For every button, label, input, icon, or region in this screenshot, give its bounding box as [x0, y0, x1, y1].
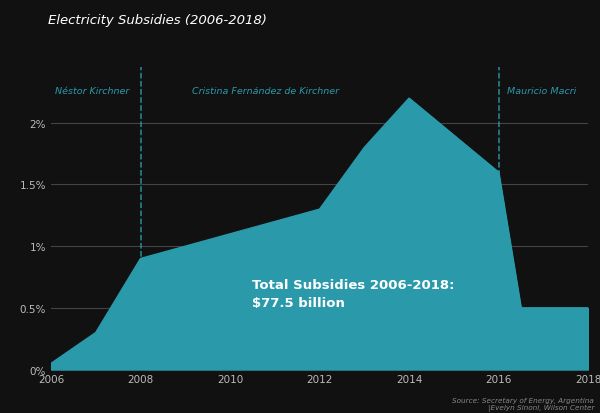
Text: Source: Secretary of Energy, Argentina
|Evelyn Sinoni, Wilson Center: Source: Secretary of Energy, Argentina |…: [452, 397, 594, 411]
Text: Néstor Kirchner: Néstor Kirchner: [55, 86, 130, 95]
Text: Total Subsidies 2006-2018:
$77.5 billion: Total Subsidies 2006-2018: $77.5 billion: [253, 278, 455, 309]
Text: Cristina Fernández de Kirchner: Cristina Fernández de Kirchner: [193, 86, 340, 95]
Text: Electricity Subsidies (2006-2018): Electricity Subsidies (2006-2018): [48, 14, 267, 27]
Text: Mauricio Macri: Mauricio Macri: [508, 86, 577, 95]
